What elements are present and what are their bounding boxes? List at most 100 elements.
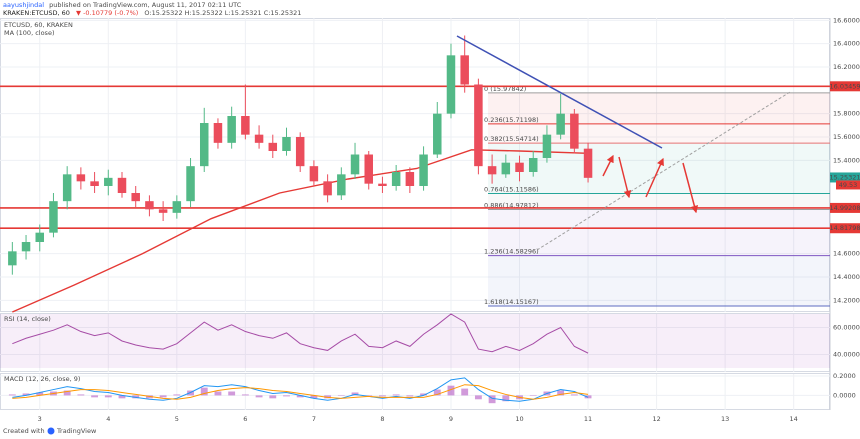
macd-histogram-bar xyxy=(36,392,44,396)
forecast-arrow xyxy=(602,154,614,177)
candle-body xyxy=(131,193,140,202)
last-price-box xyxy=(830,172,860,183)
macd-line xyxy=(12,377,589,402)
y-tick-label: 15.80000 xyxy=(833,110,860,118)
fib-zone xyxy=(488,123,830,144)
macd-histogram-bar xyxy=(173,394,181,396)
ma-label: 49.53 xyxy=(839,181,858,189)
macd-histogram-bar xyxy=(379,395,386,397)
fib-label: 1.618(14.15167) xyxy=(484,298,539,306)
macd-histogram-bar xyxy=(406,395,414,397)
author[interactable]: aayushjindal xyxy=(3,1,44,9)
header-line: aayushjindal published on TradingView.co… xyxy=(3,1,242,9)
macd-histogram-bar xyxy=(570,394,578,396)
y-tick-label: 15.40000 xyxy=(833,156,860,164)
fib-zone xyxy=(488,193,830,210)
x-tick-label: 13 xyxy=(721,415,729,423)
candle-body xyxy=(446,55,456,114)
rsi-title: RSI (14, close) xyxy=(4,315,51,323)
x-tick-label: 9 xyxy=(449,415,453,423)
data xyxy=(8,35,593,404)
candle-body xyxy=(405,172,415,186)
macd-histogram-bar xyxy=(502,395,510,402)
macd-histogram-bar xyxy=(392,394,400,396)
candle-body xyxy=(350,154,360,175)
footer-brand[interactable]: TradingView xyxy=(56,427,97,435)
signal-line xyxy=(12,384,589,400)
macd-histogram-bar xyxy=(22,393,30,396)
candle-body xyxy=(49,201,58,233)
level-label: 16.03459 xyxy=(829,82,860,90)
fib-zone xyxy=(488,92,830,124)
ohlc: O:15.25322 H:15.25322 L:15.25321 C:15.25… xyxy=(144,9,301,17)
macd-histogram-bar xyxy=(214,391,222,396)
forecast-arrow xyxy=(645,157,664,198)
fib-zone xyxy=(488,255,830,306)
candle-body xyxy=(172,201,182,213)
macd-histogram-bar xyxy=(474,395,482,400)
candle-body xyxy=(583,148,593,178)
candle-body xyxy=(515,162,524,172)
ma-box xyxy=(836,180,860,190)
candle-body xyxy=(337,174,346,196)
candle-body xyxy=(433,113,442,155)
x-tick-label: 3 xyxy=(38,415,42,423)
fib-label: 0 (15.97842) xyxy=(484,85,526,93)
candle-body xyxy=(542,134,552,158)
x-tick-label: 8 xyxy=(380,415,384,423)
axes: 3 4 5 6 7 8 9 10 11 12 13 14 14.20000 14.40000 14.6000… xyxy=(38,16,860,423)
fib-label: 0.886(14.97812) xyxy=(484,202,539,210)
rsi-line xyxy=(12,313,589,354)
y-tick-label: 14.40000 xyxy=(833,273,860,281)
candle-body xyxy=(268,142,278,151)
macd-histogram-bar xyxy=(241,394,249,396)
footer-created: Created with xyxy=(3,427,45,435)
candle-body xyxy=(62,174,72,202)
candle-body xyxy=(35,232,45,242)
x-tick-label: 12 xyxy=(652,415,660,423)
grid xyxy=(0,18,830,410)
level-box xyxy=(830,81,860,92)
change: ▼ -0.10779 (-0.7%) xyxy=(76,9,138,17)
candle-body xyxy=(474,84,483,167)
candle-body xyxy=(104,177,113,186)
x-tick-label: 11 xyxy=(584,415,592,423)
macd-histogram-bar xyxy=(77,394,85,396)
forecast-arrow xyxy=(682,162,699,214)
macd-histogram-bar xyxy=(557,390,565,396)
candle-body xyxy=(364,154,373,184)
candle-body xyxy=(556,113,565,135)
drawings xyxy=(456,35,791,251)
last-price-label: 15.25321 xyxy=(829,173,860,181)
candle-body xyxy=(158,209,168,213)
fib-label: 1.236(14.58296) xyxy=(484,248,539,256)
macd-histogram-bar xyxy=(433,389,441,396)
candle-body xyxy=(227,116,236,143)
macd-histogram-bar xyxy=(337,395,345,396)
candle-body xyxy=(323,181,332,196)
candle-body xyxy=(282,137,291,151)
x-tick-label: 10 xyxy=(515,415,523,423)
candle-body xyxy=(378,183,387,186)
fib-label: 0.382(15.54714) xyxy=(484,135,539,143)
y-tick-label: 14.20000 xyxy=(833,296,860,304)
symbol-line: KRAKEN:ETCUSD, 60 ▼ -0.10779 (-0.7%) O:1… xyxy=(3,9,301,17)
level-label: 14.99208 xyxy=(829,204,860,212)
candle-body xyxy=(199,123,209,167)
y-tick-label: 60.0000 xyxy=(833,323,860,331)
x-tick-label: 14 xyxy=(790,415,798,423)
macd-histogram-bar xyxy=(63,390,71,396)
y-tick-label: 40.0000 xyxy=(833,350,860,358)
rsi-band xyxy=(0,314,830,368)
y-tick-label: 0.2000 xyxy=(833,372,856,380)
macd-histogram-bar xyxy=(200,387,208,396)
x-tick-label: 4 xyxy=(106,415,110,423)
candle-body xyxy=(90,181,99,186)
macd-histogram-bar xyxy=(228,391,236,396)
candle-body xyxy=(460,55,469,85)
ma-title: MA (100, close) xyxy=(4,29,54,37)
candle-body xyxy=(570,113,579,149)
published: published on TradingView.com, August 11,… xyxy=(49,1,242,9)
